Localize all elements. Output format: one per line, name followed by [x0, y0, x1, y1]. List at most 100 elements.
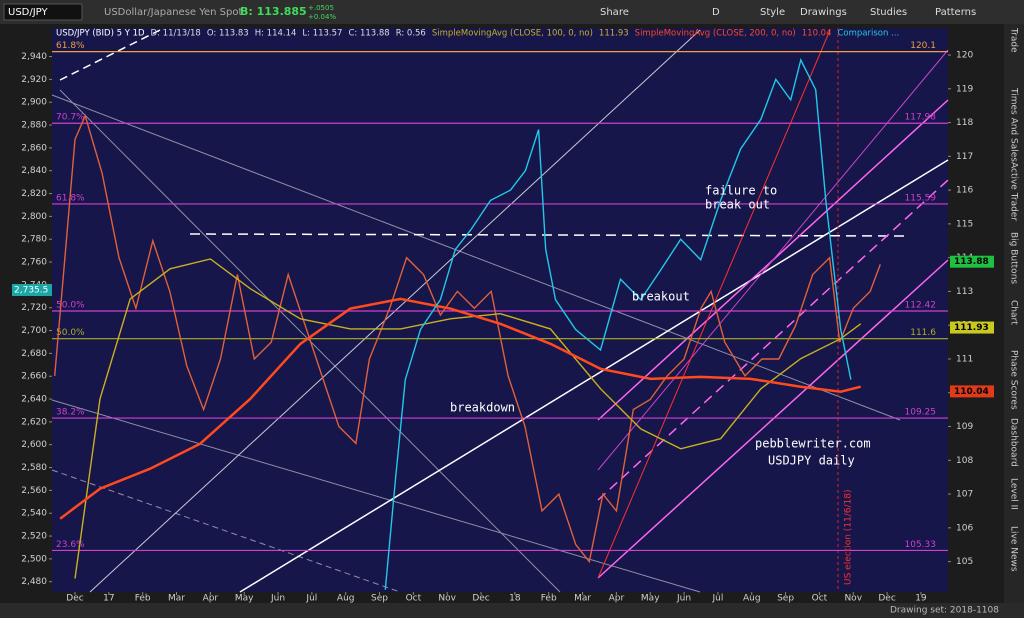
x-tick-label: Jul: [305, 594, 317, 604]
y-tick-label: 2,700: [21, 326, 47, 336]
x-tick-label: Feb: [541, 594, 557, 604]
left-tag: [12, 284, 52, 297]
header-item: L: 113.57: [302, 29, 342, 39]
toolbar-button[interactable]: Style: [760, 7, 785, 18]
toolbar: [0, 0, 1024, 24]
y-tick-label: 2,560: [21, 486, 47, 496]
series-line: [59, 297, 862, 520]
sidebar-tab[interactable]: Trade: [1009, 27, 1019, 53]
y-tick-label: 2,600: [21, 440, 47, 450]
annotation: pebblewriter.com: [755, 437, 871, 451]
fib-value: 109.25: [905, 408, 937, 418]
annotation: breakout: [632, 290, 690, 304]
y-tick-label: 2,720: [21, 303, 47, 313]
plot-area: [52, 28, 948, 592]
symbol: USD/JPY: [8, 7, 48, 18]
toolbar-button[interactable]: Share: [600, 7, 629, 18]
toolbar-button[interactable]: D: [712, 7, 720, 18]
change-pct: +0.04%: [308, 13, 336, 21]
resistance-line: [189, 233, 911, 237]
y-tick-label: 2,480: [21, 577, 47, 587]
series-line: [384, 58, 852, 590]
y2-tick-label: 106: [956, 523, 973, 533]
toolbar-button[interactable]: Studies: [870, 7, 907, 18]
sidebar-tab[interactable]: Big Buttons: [1009, 232, 1019, 284]
fib-label: 50.0%: [56, 328, 85, 338]
x-tick-label: Sep: [777, 594, 794, 604]
header-item: Comparison ...: [838, 29, 900, 39]
header-item: D: 11/13/18: [151, 29, 201, 39]
x-tick-label: May: [641, 594, 660, 604]
x-tick-label: Apr: [609, 594, 625, 604]
y-tick-label: 2,760: [21, 258, 47, 268]
y2-tick-label: 120: [956, 51, 973, 61]
x-tick-label: Feb: [135, 594, 151, 604]
x-tick-label: 17: [103, 594, 114, 604]
header-item: R: 0.56: [396, 29, 426, 39]
y-tick-label: 2,920: [21, 75, 47, 85]
sidebar-panel: [1004, 24, 1024, 603]
y-tick-label: 2,880: [21, 121, 47, 131]
sidebar-tab[interactable]: Phase Scores: [1009, 350, 1019, 410]
fib-value: 115.59: [905, 193, 937, 203]
y2-tick-label: 105: [956, 557, 973, 567]
price-tag: [950, 321, 994, 334]
y-tick-label: 2,520: [21, 532, 47, 542]
y-tick-label: 2,840: [21, 166, 47, 176]
y-tick-label: 2,780: [21, 235, 47, 245]
x-tick-label: Mar: [168, 594, 185, 604]
fib-label: 50.0%: [56, 301, 85, 311]
annotation: failure to: [705, 184, 777, 198]
header-item: 110.04: [802, 29, 832, 39]
header-item: SimpleMovingAvg (CLOSE, 200, 0, no): [635, 29, 796, 39]
x-tick-label: 19: [915, 594, 927, 604]
x-tick-label: 18: [509, 594, 521, 604]
toolbar-button[interactable]: Patterns: [935, 7, 976, 18]
annotation: USDJPY daily: [768, 454, 855, 468]
x-tick-label: Dec: [472, 594, 489, 604]
fib-value: 105.33: [905, 540, 937, 550]
sidebar-tab[interactable]: Level II: [1009, 478, 1019, 510]
x-tick-label: Nov: [438, 594, 456, 604]
y2-tick-label: 117: [956, 152, 973, 162]
x-tick-label: Oct: [406, 594, 422, 604]
y-tick-label: 2,820: [21, 189, 47, 199]
sidebar-tab[interactable]: Chart: [1009, 300, 1019, 325]
price-tag-label: 111.93: [954, 323, 989, 333]
sidebar-tab[interactable]: Active Trader: [1009, 162, 1019, 221]
x-tick-label: Nov: [844, 594, 862, 604]
description: USDollar/Japanese Yen Spot: [104, 7, 242, 18]
fib-label: 70.7%: [56, 113, 85, 123]
symbol-box[interactable]: [3, 3, 83, 21]
sidebar-tab[interactable]: Dashboard: [1009, 418, 1019, 467]
fib-value: 120.1: [910, 41, 936, 51]
header-item: O: 113.83: [207, 29, 249, 39]
series-line: [54, 113, 881, 564]
x-tick-label: Dec: [878, 594, 895, 604]
x-tick-label: Oct: [812, 594, 828, 604]
y-tick-label: 2,680: [21, 349, 47, 359]
sidebar-tab[interactable]: Times And Sales: [1009, 87, 1019, 162]
y2-tick-label: 115: [956, 219, 973, 229]
y2-tick-label: 107: [956, 490, 973, 500]
channel-line: [597, 259, 949, 579]
y-tick-label: 2,620: [21, 417, 47, 427]
annotation: breakdown: [450, 401, 515, 415]
fib-value: 112.42: [905, 301, 937, 311]
y2-tick-label: 116: [956, 186, 973, 196]
y-tick-label: 2,580: [21, 463, 47, 473]
toolbar-button[interactable]: Drawings: [800, 7, 847, 18]
sidebar-tab[interactable]: Live News: [1009, 526, 1019, 572]
status-bar: [0, 603, 1024, 618]
x-tick-label: Jun: [270, 594, 285, 604]
y2-tick-label: 119: [956, 84, 973, 94]
x-tick-label: Apr: [203, 594, 219, 604]
y2-tick-label: 113: [956, 287, 973, 297]
y-tick-label: 2,940: [21, 52, 47, 62]
x-tick-label: Dec: [66, 594, 83, 604]
y-tick-label: 2,800: [21, 212, 47, 222]
fib-label: 23.6%: [56, 540, 85, 550]
x-tick-label: Jun: [676, 594, 691, 604]
price-tag-label: 110.04: [954, 387, 989, 397]
y2-tick-label: 118: [956, 118, 973, 128]
